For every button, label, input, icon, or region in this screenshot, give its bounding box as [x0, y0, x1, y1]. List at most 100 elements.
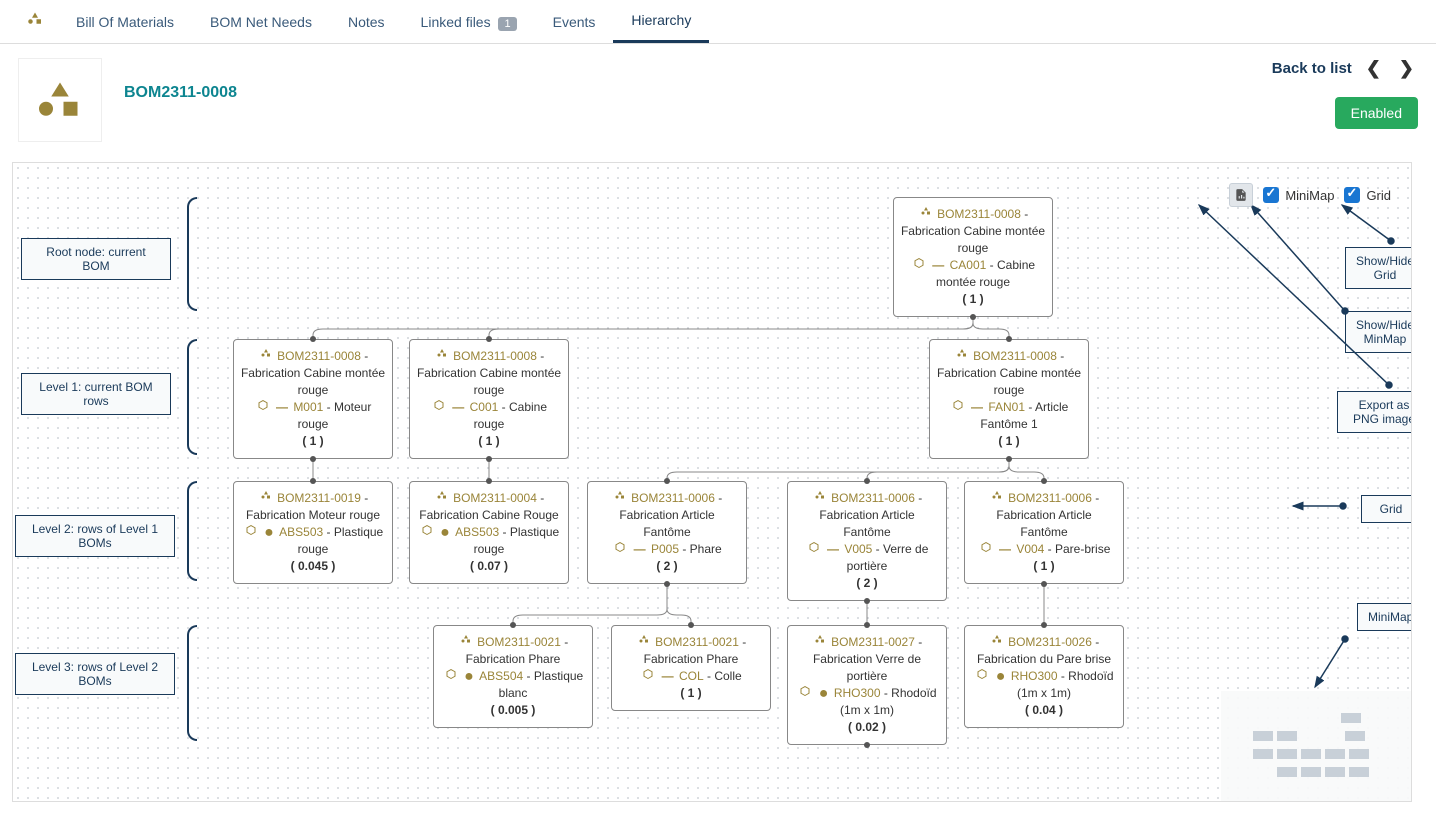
node-item-line: — COL - Colle: [618, 668, 764, 685]
tree-icon: [920, 206, 932, 223]
node-root[interactable]: BOM2311-0008 - Fabrication Cabine montée…: [893, 197, 1053, 317]
tree-icon: [436, 348, 448, 365]
node-bom-code: BOM2311-0008: [453, 349, 537, 363]
hierarchy-canvas[interactable]: MiniMap Grid BOM2311-0008 - Fabrication …: [12, 162, 1412, 802]
tree-icon: [12, 1, 58, 42]
callout-minimap-label: MiniMap: [1357, 603, 1412, 631]
dash-icon: —: [452, 399, 464, 416]
node-item-line: ● RHO300 - Rhodoïd (1m x 1m): [971, 668, 1117, 702]
node-item-code: V005: [844, 542, 872, 556]
node-l2a[interactable]: BOM2311-0019 - Fabrication Moteur rouge …: [233, 481, 393, 584]
callout-minimap: Show/Hide MinMap: [1345, 311, 1412, 353]
node-l1a[interactable]: BOM2311-0008 - Fabrication Cabine montée…: [233, 339, 393, 459]
grid-toggle-label: Grid: [1366, 188, 1391, 203]
node-l1c[interactable]: BOM2311-0008 - Fabrication Cabine montée…: [929, 339, 1089, 459]
callout-export: Export as PNG image: [1337, 391, 1412, 433]
node-l2d[interactable]: BOM2311-0006 - Fabrication Article Fantô…: [787, 481, 947, 601]
node-item-code: ABS503: [279, 525, 323, 539]
tree-icon: [814, 490, 826, 507]
node-l2b[interactable]: BOM2311-0004 - Fabrication Cabine Rouge …: [409, 481, 569, 584]
node-bom-code: BOM2311-0006: [831, 491, 915, 505]
tab-bar: Bill Of Materials BOM Net Needs Notes Li…: [0, 0, 1436, 44]
node-qty: ( 1 ): [416, 433, 562, 450]
dash-icon: —: [276, 399, 288, 416]
tab-linked-files-label: Linked files: [421, 14, 491, 30]
node-qty: ( 1 ): [936, 433, 1082, 450]
annot-root: Root node: current BOM: [21, 238, 171, 280]
dash-icon: —: [999, 541, 1011, 558]
node-qty: ( 0.07 ): [416, 558, 562, 575]
next-record-button[interactable]: ❯: [1395, 58, 1418, 79]
dash-icon: —: [662, 668, 674, 685]
minimap-toggle[interactable]: MiniMap: [1263, 187, 1334, 203]
node-bom-code: BOM2311-0006: [631, 491, 715, 505]
node-item-code: ABS504: [479, 669, 523, 683]
node-item-code: V004: [1016, 542, 1044, 556]
cube-icon: [421, 524, 433, 541]
node-l3d[interactable]: BOM2311-0026 - Fabrication du Pare brise…: [964, 625, 1124, 728]
tree-icon: [956, 348, 968, 365]
node-bom-line: BOM2311-0008 - Fabrication Cabine montée…: [900, 206, 1046, 257]
cube-icon: [257, 399, 269, 416]
minimap-toggle-label: MiniMap: [1285, 188, 1334, 203]
node-qty: ( 1 ): [900, 291, 1046, 308]
node-item-line: ● ABS504 - Plastique blanc: [440, 668, 586, 702]
node-item-line: ● ABS503 - Plastique rouge: [416, 524, 562, 558]
node-qty: ( 1 ): [240, 433, 386, 450]
node-bom-line: BOM2311-0019 - Fabrication Moteur rouge: [240, 490, 386, 524]
node-item-line: ● ABS503 - Plastique rouge: [240, 524, 386, 558]
node-l2e[interactable]: BOM2311-0006 - Fabrication Article Fantô…: [964, 481, 1124, 584]
node-bom-code: BOM2311-0006: [1008, 491, 1092, 505]
node-item-line: ● RHO300 - Rhodoïd (1m x 1m): [794, 685, 940, 719]
node-l2c[interactable]: BOM2311-0006 - Fabrication Article Fantô…: [587, 481, 747, 584]
node-l3b[interactable]: BOM2311-0021 - Fabrication Phare — COL -…: [611, 625, 771, 711]
cube-icon: [808, 541, 820, 558]
brace-root: [187, 197, 197, 311]
tree-icon: [814, 634, 826, 651]
node-bom-line: BOM2311-0021 - Fabrication Phare: [618, 634, 764, 668]
minimap-checkbox[interactable]: [1263, 187, 1279, 203]
tab-net-needs[interactable]: BOM Net Needs: [192, 2, 330, 42]
node-item-line: — M001 - Moteur rouge: [240, 399, 386, 433]
node-bom-code: BOM2311-0026: [1008, 635, 1092, 649]
back-to-list-link[interactable]: Back to list: [1272, 60, 1352, 77]
prev-record-button[interactable]: ❮: [1362, 58, 1385, 79]
tree-icon: [991, 634, 1003, 651]
node-bom-line: BOM2311-0004 - Fabrication Cabine Rouge: [416, 490, 562, 524]
annot-l1: Level 1: current BOM rows: [21, 373, 171, 415]
node-item-line: — V004 - Pare-brise: [971, 541, 1117, 558]
enabled-status-button[interactable]: Enabled: [1335, 97, 1418, 129]
minimap[interactable]: [1221, 691, 1411, 801]
tree-icon: [638, 634, 650, 651]
node-bom-line: BOM2311-0026 - Fabrication du Pare brise: [971, 634, 1117, 668]
header-actions: Back to list ❮ ❯ Enabled: [1272, 58, 1418, 129]
tab-linked-files[interactable]: Linked files 1: [403, 2, 535, 42]
brace-l3: [187, 625, 197, 741]
node-bom-line: BOM2311-0006 - Fabrication Article Fantô…: [794, 490, 940, 541]
node-qty: ( 2 ): [794, 575, 940, 592]
tab-hierarchy[interactable]: Hierarchy: [613, 0, 709, 43]
canvas-controls: MiniMap Grid: [1229, 183, 1391, 207]
tree-icon: [260, 490, 272, 507]
node-item-line: — V005 - Verre de portière: [794, 541, 940, 575]
node-item-code: CA001: [950, 258, 987, 272]
tab-notes[interactable]: Notes: [330, 2, 403, 42]
grid-checkbox[interactable]: [1344, 187, 1360, 203]
node-bom-code: BOM2311-0004: [453, 491, 537, 505]
node-l1b[interactable]: BOM2311-0008 - Fabrication Cabine montée…: [409, 339, 569, 459]
grid-toggle[interactable]: Grid: [1344, 187, 1391, 203]
dash-icon: —: [634, 541, 646, 558]
node-item-code: RHO300: [834, 686, 881, 700]
node-bom-code: BOM2311-0021: [655, 635, 739, 649]
tab-events[interactable]: Events: [535, 2, 614, 42]
export-png-button[interactable]: [1229, 183, 1253, 207]
node-bom-code: BOM2311-0008: [937, 207, 1021, 221]
node-item-code: RHO300: [1011, 669, 1058, 683]
node-item-code: ABS503: [455, 525, 499, 539]
cube-icon: [642, 668, 654, 685]
annot-l2: Level 2: rows of Level 1 BOMs: [15, 515, 175, 557]
node-l3a[interactable]: BOM2311-0021 - Fabrication Phare ● ABS50…: [433, 625, 593, 728]
tab-bom[interactable]: Bill Of Materials: [58, 2, 192, 42]
node-l3c[interactable]: BOM2311-0027 - Fabrication Verre de port…: [787, 625, 947, 745]
tree-icon: [991, 490, 1003, 507]
